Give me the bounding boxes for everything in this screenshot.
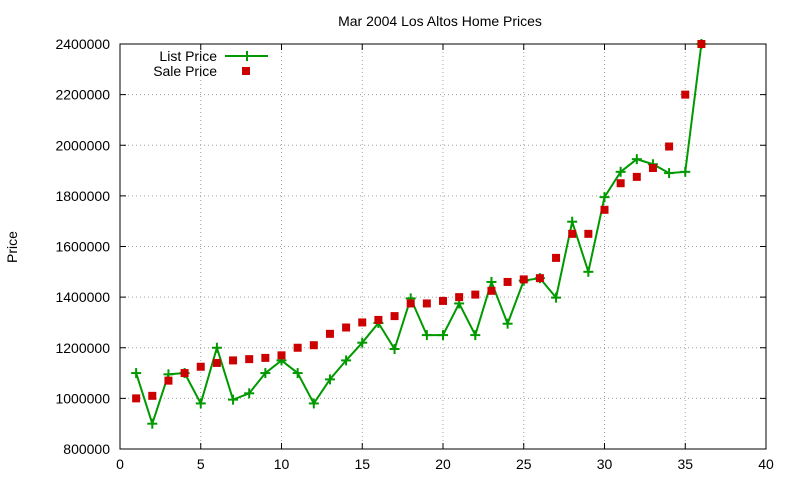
list-price-point (567, 216, 578, 227)
list-price-point (599, 192, 610, 203)
x-tick-label: 10 (274, 456, 290, 472)
list-price-point (147, 418, 158, 429)
sale-price-point (196, 362, 205, 371)
legend-marker-list-price (242, 51, 252, 61)
sale-price-point (342, 323, 351, 332)
sale-price-point (148, 391, 157, 400)
sale-price-point (455, 293, 464, 302)
list-price-point (421, 330, 432, 341)
x-tick-label: 20 (435, 456, 451, 472)
list-price-point (357, 337, 368, 348)
list-price-point (131, 368, 142, 379)
x-tick-label: 15 (354, 456, 370, 472)
sale-price-point (358, 318, 367, 327)
tick-labels: 0 5 10 15 20 25 30 35 40 800000 1000000 1200000 1400… (55, 36, 774, 472)
y-tick-label: 1000000 (55, 390, 110, 406)
list-price-point (244, 388, 255, 399)
list-price-point (341, 355, 352, 366)
sale-price-point (309, 341, 318, 350)
list-price-line (135, 43, 703, 427)
y-tick-label: 1400000 (55, 289, 110, 305)
list-price-point (502, 318, 513, 329)
sale-price-point (390, 312, 399, 321)
sale-price-point (487, 286, 496, 295)
sale-price-point (293, 343, 302, 352)
sale-price-point (616, 179, 625, 188)
y-tick-label: 1600000 (55, 239, 110, 255)
y-tick-label: 800000 (63, 441, 110, 457)
sale-price-point (584, 229, 593, 238)
y-tick-label: 1800000 (55, 188, 110, 204)
sale-price-point (164, 376, 173, 385)
list-price-point (195, 398, 206, 409)
list-price-point (470, 330, 481, 341)
y-axis-label: Price (4, 231, 20, 263)
sale-price-point (180, 369, 189, 378)
sale-price-point (325, 329, 334, 338)
sale-price-point (261, 353, 270, 362)
list-price-point (260, 368, 271, 379)
sale-price-point (471, 290, 480, 299)
legend-label-sale-price: Sale Price (153, 63, 217, 79)
list-price-point (631, 154, 642, 165)
list-price-point (583, 266, 594, 277)
sale-price-point (648, 164, 657, 173)
list-price-point (486, 276, 497, 287)
list-price-point (228, 394, 239, 405)
sale-price-point (503, 277, 512, 286)
x-tick-label: 30 (597, 456, 613, 472)
sale-price-point (519, 275, 528, 284)
list-price-point (680, 166, 691, 177)
list-price-point (324, 374, 335, 385)
sale-price-point (552, 253, 561, 262)
sale-price-point (665, 142, 674, 151)
y-tick-label: 2400000 (55, 36, 110, 52)
y-tick-label: 2200000 (55, 87, 110, 103)
x-tick-label: 5 (197, 456, 205, 472)
sale-price-point (132, 394, 141, 403)
chart-title: Mar 2004 Los Altos Home Prices (338, 13, 542, 29)
sale-price-point (681, 90, 690, 99)
x-tick-label: 35 (677, 456, 693, 472)
sale-price-point (568, 229, 577, 238)
list-price-point (308, 398, 319, 409)
sale-price-point (406, 299, 415, 308)
list-price-point (551, 292, 562, 303)
sale-price-point (229, 356, 238, 365)
sale-price-point (632, 172, 641, 181)
sale-price-point (535, 274, 544, 283)
sale-price-point (697, 40, 706, 48)
sale-price-point (439, 296, 447, 305)
axis-ticks (119, 43, 767, 450)
legend: List Price Sale Price (153, 48, 268, 79)
list-price-point (389, 344, 400, 355)
y-tick-label: 1200000 (55, 340, 110, 356)
list-price-point (292, 368, 303, 379)
grid-lines (120, 44, 766, 449)
x-tick-label: 40 (758, 456, 774, 472)
x-tick-label: 0 (116, 456, 124, 472)
legend-marker-sale-price (242, 67, 250, 75)
sale-price-point (422, 299, 431, 308)
list-price-point (438, 330, 448, 341)
y-tick-label: 2000000 (55, 137, 110, 153)
sale-price-point (212, 358, 221, 367)
sale-price-point (277, 351, 286, 360)
sale-price-point (600, 205, 609, 214)
sale-price-point (374, 315, 383, 324)
list-price-point (664, 168, 675, 179)
list-price-point (211, 342, 222, 353)
x-tick-label: 25 (516, 456, 532, 472)
legend-label-list-price: List Price (159, 48, 217, 64)
series-layer (131, 39, 707, 429)
list-price-point (615, 166, 626, 177)
sale-price-point (245, 355, 254, 364)
